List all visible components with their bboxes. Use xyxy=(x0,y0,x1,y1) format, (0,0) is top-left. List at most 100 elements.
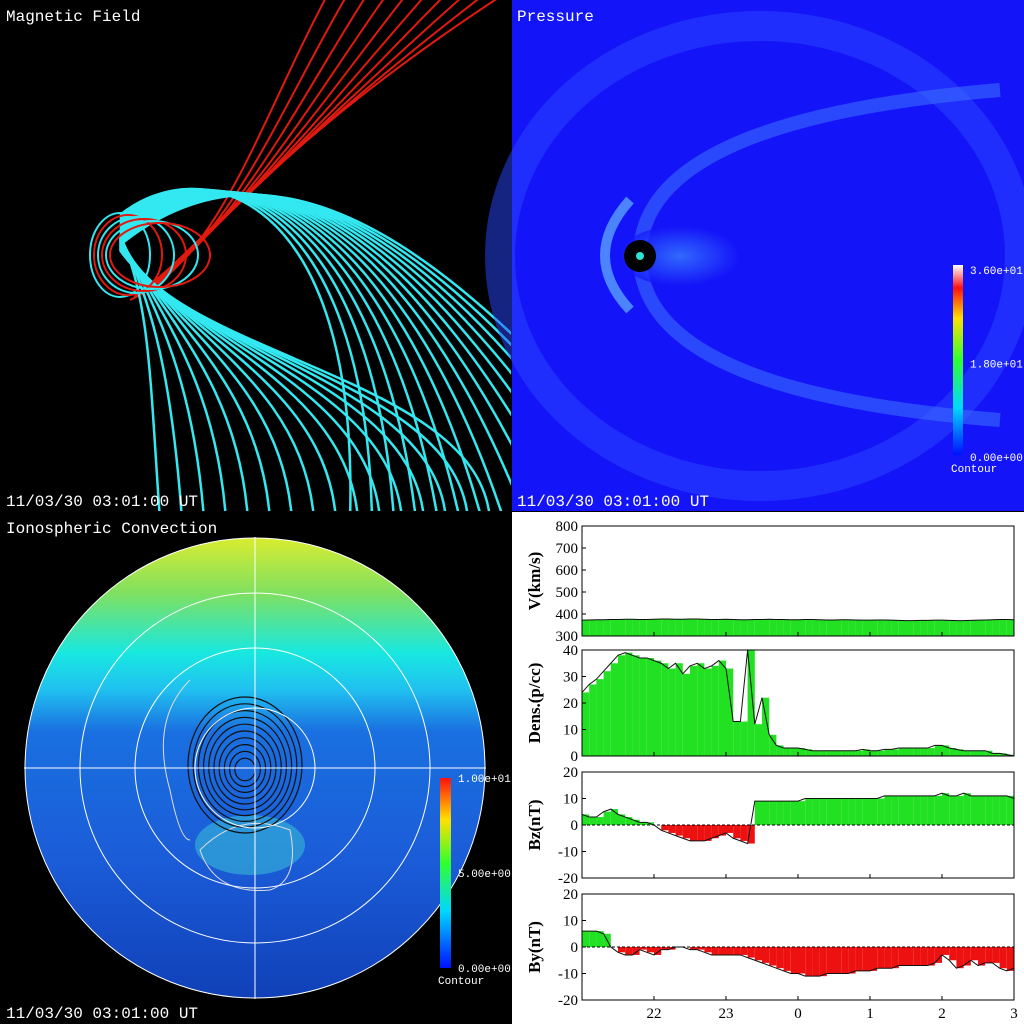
area-bar xyxy=(762,697,770,756)
area-bar xyxy=(610,663,618,756)
area-bar xyxy=(956,749,964,756)
y-tick-label: 30 xyxy=(563,670,578,686)
area-bar xyxy=(661,663,669,756)
area-bar xyxy=(639,822,647,825)
area-bar xyxy=(661,825,669,831)
contour xyxy=(197,709,293,822)
area-bar xyxy=(927,620,935,636)
area-bar xyxy=(603,671,611,756)
area-bar xyxy=(970,750,978,756)
area-bar xyxy=(934,620,942,636)
area-bar xyxy=(733,619,741,636)
area-bar xyxy=(582,692,590,756)
area-bar xyxy=(632,819,640,825)
area-bar xyxy=(646,947,654,953)
area-bar xyxy=(762,801,770,825)
area-bar xyxy=(970,620,978,636)
y-axis-label: V(km/s) xyxy=(525,552,544,611)
area-bar xyxy=(769,619,777,636)
y-tick-label: 0 xyxy=(571,940,579,956)
area-bar xyxy=(690,665,698,756)
area-bar xyxy=(999,753,1007,756)
magnetic-panel xyxy=(0,0,511,511)
field-line xyxy=(119,192,511,360)
area-bar xyxy=(841,619,849,636)
area-bar xyxy=(646,657,654,756)
area-bar xyxy=(610,809,618,825)
area-bar xyxy=(704,825,712,841)
area-bar xyxy=(690,619,698,636)
area-bar xyxy=(848,750,856,756)
area-bar xyxy=(733,825,741,839)
y-tick-label: -20 xyxy=(558,993,578,1009)
area-bar xyxy=(855,750,863,756)
area-bar xyxy=(697,663,705,756)
area-bar xyxy=(992,619,1000,636)
area-bar xyxy=(898,748,906,756)
area-bar xyxy=(632,947,640,955)
area-bar xyxy=(949,795,957,825)
area-bar xyxy=(819,947,827,977)
area-bar xyxy=(999,795,1007,825)
area-bar xyxy=(913,795,921,825)
area-bar xyxy=(898,947,906,966)
area-bar xyxy=(949,947,957,961)
area-bar xyxy=(783,748,791,756)
area-bar xyxy=(711,825,719,839)
area-bar xyxy=(1006,795,1014,825)
area-bar xyxy=(862,620,870,636)
earth xyxy=(636,252,644,260)
field-line xyxy=(119,193,511,347)
field-loop xyxy=(97,216,175,294)
area-bar xyxy=(956,620,964,636)
area-bar xyxy=(754,724,762,756)
area-bar xyxy=(891,620,899,636)
area-bar xyxy=(697,825,705,841)
area-bar xyxy=(834,750,842,756)
area-bar xyxy=(927,795,935,825)
area-bar xyxy=(826,619,834,636)
area-bar xyxy=(841,750,849,756)
colorbar-labels: 3.60e+01 1.80e+01 0.00e+00 xyxy=(970,266,1023,465)
area-bar xyxy=(985,947,993,963)
area-bar xyxy=(819,750,827,756)
area-bar xyxy=(884,749,892,756)
field-loop xyxy=(109,222,211,288)
area-bar xyxy=(877,619,885,636)
area-bar xyxy=(704,619,712,636)
area-bar xyxy=(661,619,669,636)
area-bar xyxy=(906,620,914,636)
solar-wind-plots: 300400500600700800V(km/s)010203040Dens.(… xyxy=(525,519,1018,1022)
field-loop xyxy=(93,214,163,296)
area-bar xyxy=(682,825,690,839)
area-bar xyxy=(805,749,813,756)
area-bar xyxy=(927,748,935,756)
area-bar xyxy=(589,931,597,947)
area-bar xyxy=(877,798,885,825)
area-bar xyxy=(855,947,863,971)
area-bar xyxy=(675,663,683,756)
panel-title: Ionospheric Convection xyxy=(6,520,217,538)
series-outline xyxy=(581,649,1015,757)
area-bar xyxy=(884,795,892,825)
colorbar-label: 0.00e+00 xyxy=(458,964,511,976)
y-axis-label: Dens.(p/cc) xyxy=(525,663,544,744)
area-bar xyxy=(596,931,604,947)
area-bar xyxy=(618,619,626,636)
contour xyxy=(203,716,288,817)
area-bar xyxy=(992,947,1000,963)
area-bar xyxy=(632,655,640,756)
area-bar xyxy=(963,947,971,966)
area-bar xyxy=(834,619,842,636)
area-bar xyxy=(798,619,806,636)
y-axis-label: Bz(nT) xyxy=(525,800,544,851)
area-bar xyxy=(639,947,647,950)
area-bar xyxy=(783,619,791,636)
area-bar xyxy=(848,798,856,825)
area-bar xyxy=(898,620,906,636)
area-bar xyxy=(790,947,798,974)
area-bar xyxy=(726,619,734,636)
area-bar xyxy=(999,947,1007,969)
colorbar-caption: Contour xyxy=(438,976,484,988)
